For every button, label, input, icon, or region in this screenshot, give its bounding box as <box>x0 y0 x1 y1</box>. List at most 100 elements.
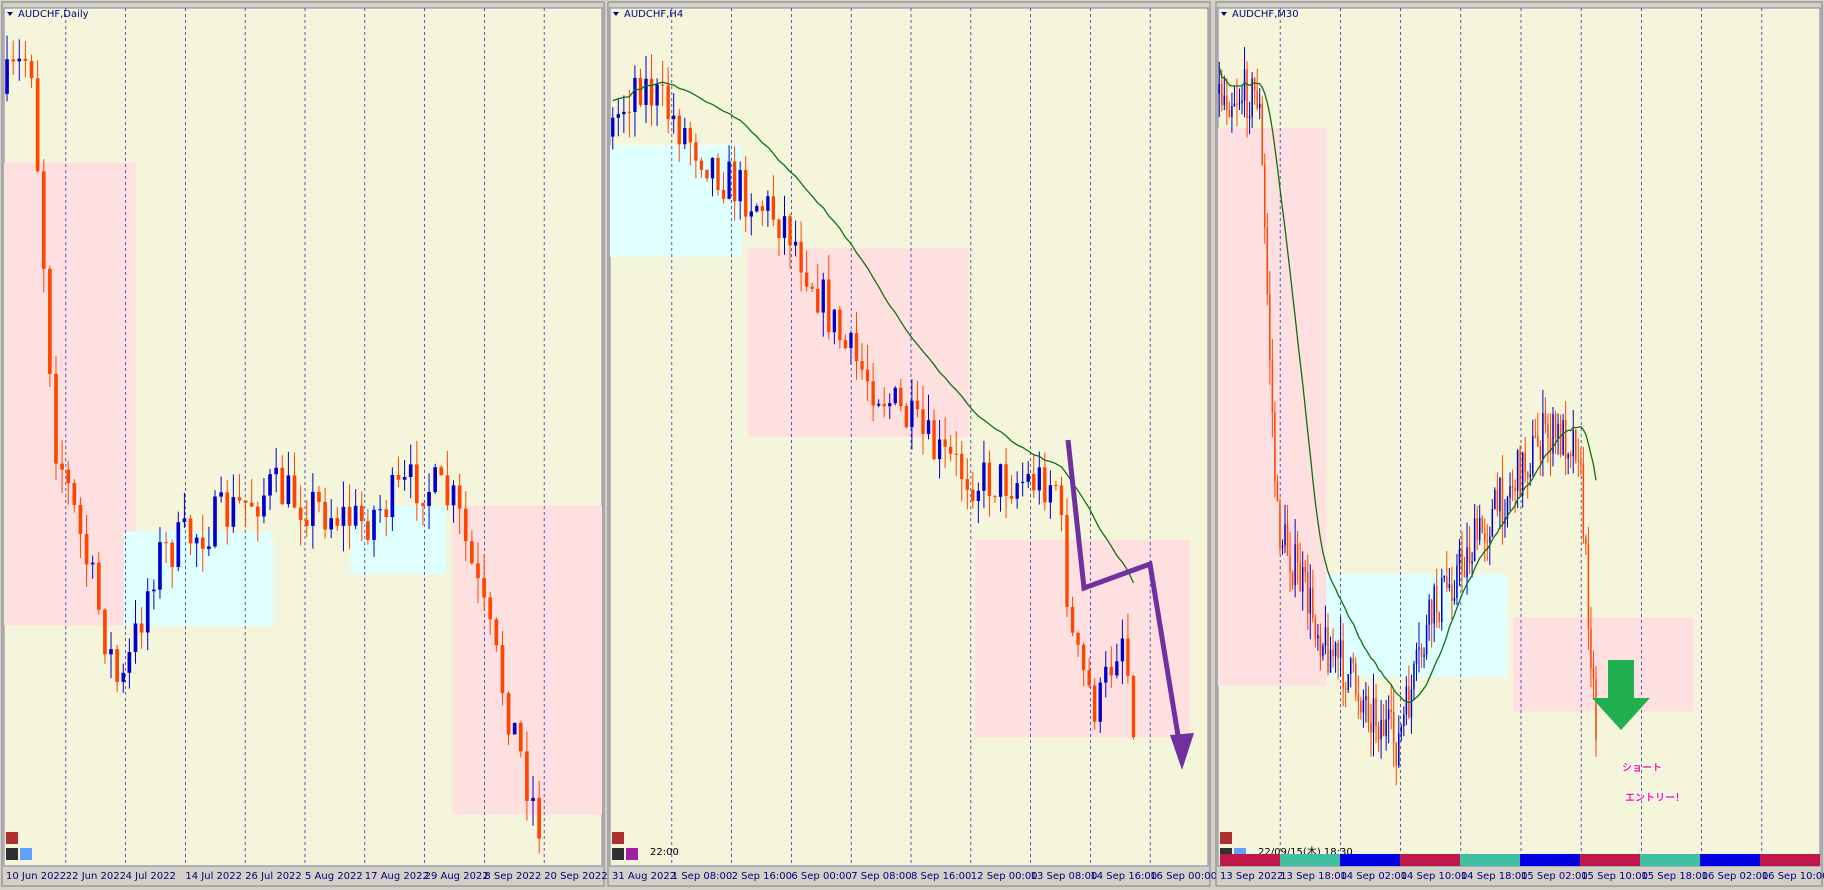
candle-body <box>804 272 809 287</box>
candle-body <box>1483 532 1486 542</box>
candle-body <box>926 420 931 435</box>
candle-body <box>1564 420 1567 459</box>
candle-body <box>341 506 346 526</box>
candle-body <box>993 496 997 498</box>
candle-body <box>1577 460 1580 462</box>
candle-body <box>904 406 909 428</box>
candle-body <box>1306 572 1309 614</box>
candle-body <box>1514 488 1516 491</box>
candle-body <box>1443 576 1446 579</box>
candle-body <box>1516 450 1519 491</box>
candle-body <box>1511 485 1514 489</box>
candle-body <box>1413 663 1415 690</box>
candle-body <box>1236 103 1238 105</box>
session-bar <box>1700 854 1760 866</box>
candle-body <box>1246 69 1248 119</box>
candle-body <box>1456 565 1458 598</box>
candle-body <box>699 160 704 170</box>
session-bar <box>1340 854 1400 866</box>
candle-body <box>860 361 864 370</box>
candle-body <box>727 161 731 199</box>
x-tick-label: 20 Sep 2022 <box>544 871 607 882</box>
candle-body <box>286 475 291 505</box>
candle-body <box>1559 423 1562 455</box>
candle-body <box>103 609 107 655</box>
candle-body <box>1059 485 1064 516</box>
candle-body <box>311 491 315 526</box>
candle-body <box>1317 635 1319 639</box>
candle-body <box>1423 654 1425 657</box>
candle-body <box>1256 90 1258 109</box>
x-tick-label: 16 Sep 00:00 <box>1150 871 1217 882</box>
candle-body <box>237 497 242 501</box>
candle-body <box>1281 545 1284 548</box>
candle-body <box>1549 437 1552 454</box>
candle-body <box>1296 544 1299 563</box>
candle-body <box>1015 483 1019 499</box>
session-bar <box>1220 854 1280 866</box>
candle-body <box>1499 477 1501 512</box>
candle-body <box>1098 682 1102 722</box>
candle-body <box>965 479 969 490</box>
x-tick-label: 12 Sep 00:00 <box>971 871 1038 882</box>
x-tick-label: 10 Jun 2022 <box>6 871 66 882</box>
x-tick-label: 31 Aug 2022 <box>612 871 676 882</box>
candle-body <box>78 504 83 534</box>
candle-body <box>1131 675 1136 738</box>
candle-body <box>1400 726 1403 734</box>
time-label: 22:00 <box>650 847 679 858</box>
candle-body <box>937 439 942 460</box>
x-tick-label: 13 Sep 2022 <box>1220 871 1283 882</box>
candle-body <box>1441 578 1443 623</box>
x-tick-label: 8 Sep 2022 <box>484 871 541 882</box>
candle-body <box>910 400 914 428</box>
candle-body <box>1109 666 1113 676</box>
candle-body <box>1093 685 1097 722</box>
x-tick-label: 16 Sep 02:00 <box>1702 871 1769 882</box>
candle-body <box>1243 69 1246 101</box>
candle-body <box>1382 719 1385 737</box>
candle-body <box>1367 696 1370 723</box>
candle-body <box>54 373 58 464</box>
candle-body <box>158 542 162 590</box>
x-tick-label: 14 Sep 10:00 <box>1401 871 1468 882</box>
candle-body <box>876 403 881 406</box>
candle-body <box>506 693 511 735</box>
candle-body <box>1291 572 1294 586</box>
candle-body <box>1446 576 1448 588</box>
candle-body <box>1251 78 1253 117</box>
candle-body <box>408 464 413 478</box>
candle-body <box>1037 467 1041 491</box>
candle-body <box>292 475 297 508</box>
candle-body <box>638 77 643 105</box>
candle-body <box>1329 649 1332 673</box>
candle-body <box>298 507 303 520</box>
candle-body <box>1043 467 1047 503</box>
candle-body <box>1339 640 1342 659</box>
candle-body <box>1481 517 1483 533</box>
candle-body <box>1120 638 1125 662</box>
candle-body <box>1575 429 1577 461</box>
candle-body <box>1580 461 1582 464</box>
candle-body <box>525 751 529 801</box>
candle-body <box>1372 698 1375 733</box>
candle-body <box>1289 555 1291 573</box>
candle-body <box>633 77 637 112</box>
x-tick-label: 14 Sep 02:00 <box>1340 871 1407 882</box>
x-tick-label: 5 Aug 2022 <box>305 871 363 882</box>
x-tick-label: 22 Jun 2022 <box>66 871 126 882</box>
candle-body <box>427 491 431 506</box>
candle-body <box>1226 95 1228 110</box>
tool-icon <box>626 848 638 860</box>
x-tick-label: 29 Aug 2022 <box>425 871 489 882</box>
candle-body <box>1435 586 1438 613</box>
x-tick-label: 14 Sep 16:00 <box>1090 871 1157 882</box>
candle-body <box>1337 642 1339 659</box>
one-click-icon <box>612 832 624 844</box>
candle-body <box>1271 360 1274 413</box>
session-bar <box>1760 854 1820 866</box>
candle-body <box>1468 547 1471 564</box>
candle-body <box>976 490 981 501</box>
